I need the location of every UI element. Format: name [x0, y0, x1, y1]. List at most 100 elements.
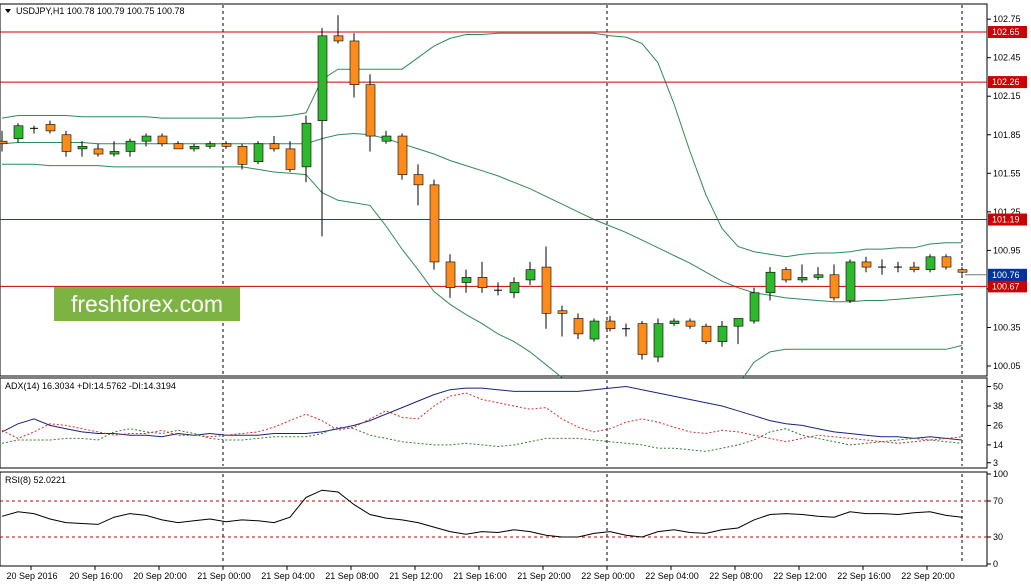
adx-tick-label: 50: [993, 381, 1003, 391]
candle: [589, 318, 600, 342]
watermark-badge: [54, 287, 240, 321]
rsi-tick-label: 70: [993, 496, 1003, 506]
candle: [0, 130, 8, 152]
price-tick-label: 102.45: [993, 53, 1021, 63]
candle: [557, 305, 568, 337]
candle: [845, 259, 856, 304]
candle: [653, 318, 664, 363]
candle: [189, 143, 200, 152]
candle: [909, 261, 920, 273]
candle: [525, 261, 536, 286]
candle-body: [77, 146, 88, 150]
candle: [221, 141, 232, 149]
candle-body: [125, 140, 136, 152]
candle-body: [605, 320, 616, 330]
rsi-panel-frame: [0, 471, 988, 567]
candle: [733, 318, 744, 345]
adx-panel[interactable]: 50 38 26 14 3 ADX(14) 16.3034 +DI:14.5762 -D…: [0, 377, 1003, 469]
candle: [669, 318, 680, 327]
adx-tick-label: 14: [993, 440, 1003, 450]
candle: [317, 28, 328, 237]
price-tick-label: 100.35: [993, 322, 1021, 332]
price-panel-header: USDJPY,H1 100.78 100.79 100.75 100.78: [16, 6, 184, 16]
candle: [781, 267, 792, 283]
candle-body: [381, 135, 392, 142]
candle-body: [845, 261, 856, 301]
candle-body: [285, 148, 296, 170]
rsi-tick-label: 0: [993, 559, 998, 569]
time-tick-label: 20 Sep 20:00: [133, 571, 187, 581]
candle: [445, 254, 456, 298]
bollinger-lower-line: [2, 163, 963, 435]
time-tick-label: 21 Sep 16:00: [453, 571, 507, 581]
adx-panel-header: ADX(14) 16.3034 +DI:14.5762 -DI:14.3194: [5, 381, 176, 391]
price-tick-label: 100.05: [993, 361, 1021, 371]
candle: [765, 267, 776, 301]
time-tick-label: 22 Sep 16:00: [837, 571, 891, 581]
candle-body: [701, 325, 712, 342]
candle: [77, 141, 88, 157]
candle-body: [269, 143, 280, 150]
candle: [925, 254, 936, 273]
candle: [957, 267, 968, 275]
adx-panel-frame: [0, 377, 988, 469]
candle: [413, 164, 424, 206]
price-level-box: [988, 280, 1027, 293]
candle-body: [941, 256, 952, 268]
candle-body: [813, 274, 824, 278]
candle-body: [173, 143, 184, 150]
rsi-axis: 100 70 30 0: [987, 469, 1008, 569]
candle: [717, 321, 728, 347]
rsi-panel[interactable]: 100 70 30 0 RSI(8) 52.0221: [0, 469, 1008, 569]
candle: [685, 318, 696, 329]
adx-tick-label: 26: [993, 420, 1003, 430]
candle: [622, 323, 630, 337]
candle-body: [237, 146, 248, 165]
candle: [157, 133, 168, 147]
candle: [125, 138, 136, 157]
candle: [797, 264, 808, 283]
price-level-box: [988, 25, 1027, 38]
dropdown-arrow-icon[interactable]: [5, 9, 11, 13]
candle: [397, 133, 408, 180]
candle-body: [429, 184, 440, 263]
candle-body: [349, 40, 360, 85]
adx-line: [1, 385, 963, 441]
candle: [30, 125, 38, 134]
price-panel[interactable]: 102.75 102.45 102.15 101.85 101.55 101.25 100.…: [0, 3, 1027, 435]
candle-body: [797, 277, 808, 281]
price-level-box: [988, 76, 1027, 89]
candle: [494, 282, 502, 296]
candle-body: [205, 143, 216, 147]
candle: [13, 123, 24, 143]
candle-body: [733, 318, 744, 327]
adx-tick-label: 3: [993, 458, 998, 468]
candle-body: [957, 269, 968, 273]
candle-body: [0, 140, 8, 145]
candle-body: [93, 148, 104, 155]
rsi-levels: [0, 500, 987, 538]
candle-body: [653, 323, 664, 358]
candle: [269, 136, 280, 152]
candle: [237, 143, 248, 170]
candle-body: [861, 261, 872, 268]
rsi-line: [1, 489, 963, 538]
time-axis: 20 Sep 2016 20 Sep 16:00 20 Sep 20:00 21 Se…: [6, 566, 955, 581]
adx-tick-label: 38: [993, 401, 1003, 411]
rsi-panel-header: RSI(8) 52.0221: [5, 475, 66, 485]
candle: [941, 254, 952, 270]
candle-body: [669, 320, 680, 324]
rsi-line: [1, 489, 963, 538]
time-tick-label: 22 Sep 08:00: [709, 571, 763, 581]
candle: [205, 141, 216, 149]
candle-body: [13, 125, 24, 139]
candle: [605, 315, 616, 332]
candle-body: [141, 135, 152, 142]
current-price-label: 100.76: [992, 270, 1020, 280]
candle: [829, 264, 840, 301]
current-price-box: [988, 268, 1027, 281]
bollinger-upper-line: [1, 32, 962, 258]
resistance-lines: [0, 31, 987, 287]
